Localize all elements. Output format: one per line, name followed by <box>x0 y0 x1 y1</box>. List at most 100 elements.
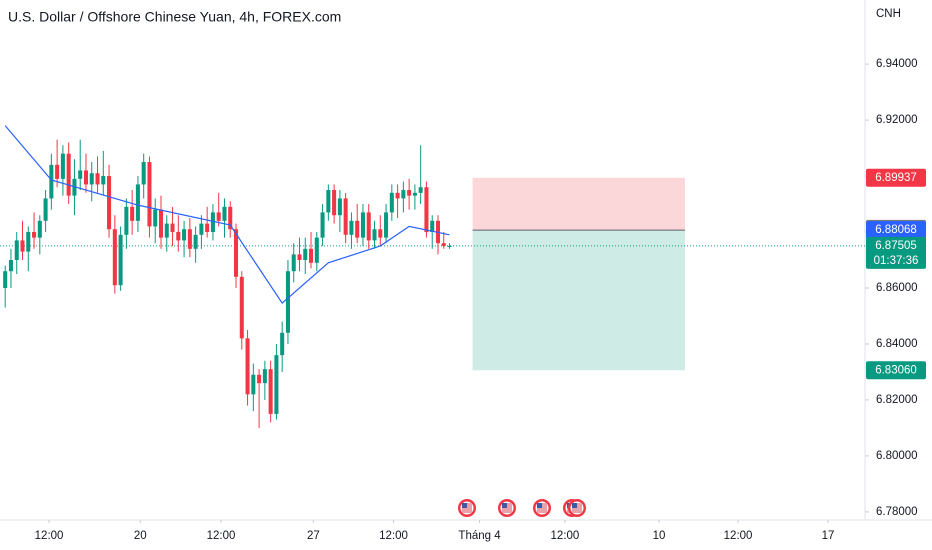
candle-body <box>135 184 140 221</box>
candle-body <box>384 212 389 238</box>
candle-body <box>118 234 123 286</box>
plot: 6.78000 6.80000 6.82000 6.84000 6.86000 6.880… <box>0 58 926 542</box>
price-tag-label: 6.87505 <box>875 240 917 252</box>
candle-body <box>268 369 273 414</box>
candle-body <box>43 198 48 221</box>
countdown: 01:37:36 <box>874 255 919 267</box>
x-tick-label: 12:00 <box>379 530 408 542</box>
candle-body <box>303 248 308 260</box>
candle-body <box>257 374 262 384</box>
candle-body <box>49 164 54 199</box>
candle-body <box>8 260 13 272</box>
candle-body <box>401 190 406 199</box>
candle-body <box>280 332 285 356</box>
candle-body <box>112 229 117 286</box>
candle-body <box>366 212 371 241</box>
x-tick-label: 27 <box>307 530 320 542</box>
candle-body <box>320 212 325 238</box>
candle-body <box>55 164 60 179</box>
candle-body <box>14 240 19 260</box>
x-tick-label: Tháng 4 <box>458 530 501 542</box>
candle-body <box>32 232 37 238</box>
price-tag <box>866 361 926 380</box>
price-tag <box>866 221 926 240</box>
candle-body <box>291 254 296 272</box>
candle-body <box>66 153 71 196</box>
x-tick-label: 20 <box>134 530 147 542</box>
y-tick-label: 6.94000 <box>876 58 918 70</box>
candle-body <box>424 187 429 233</box>
x-tick-label: 17 <box>822 530 835 542</box>
candle-body <box>199 223 204 235</box>
stop-zone <box>472 177 685 231</box>
candle-body <box>170 223 175 233</box>
candle-body <box>107 176 112 230</box>
event-icons[interactable] <box>458 499 586 517</box>
x-tick-label: 12:00 <box>207 530 236 542</box>
candle-body <box>26 232 31 252</box>
y-tick-label: 6.84000 <box>876 338 918 350</box>
x-tick-label: 10 <box>653 530 666 542</box>
moving-average <box>4 125 450 305</box>
x-tick-label: 12:00 <box>551 530 580 542</box>
candle-body <box>430 220 435 233</box>
candle-body <box>337 198 342 216</box>
candle-body <box>233 229 239 277</box>
chart-title: U.S. Dollar / Offshore Chinese Yuan, 4h,… <box>8 9 341 25</box>
candle-body <box>297 254 302 260</box>
candle-body <box>130 206 135 221</box>
candle-body <box>228 206 233 230</box>
candle-body <box>274 355 279 414</box>
candle-body <box>205 223 210 233</box>
candle-body <box>407 190 412 196</box>
candle-body <box>158 209 164 238</box>
price-tag-label: 6.89937 <box>875 172 917 184</box>
candle-body <box>309 248 314 263</box>
candle-body <box>343 198 348 235</box>
candle-body <box>124 206 129 235</box>
candle-body <box>239 276 244 339</box>
price-tag <box>866 168 926 187</box>
candle-body <box>355 220 360 238</box>
candle-body <box>360 212 365 238</box>
candle-body <box>245 338 250 395</box>
candle-body <box>314 237 319 263</box>
x-tick-label: 12:00 <box>35 530 64 542</box>
candle-body <box>412 192 417 196</box>
price-unit: CNH <box>876 8 901 20</box>
candle-body <box>37 220 42 238</box>
candle-body <box>216 212 221 221</box>
candle-body <box>395 192 400 199</box>
price-tag-label: 6.88068 <box>875 224 917 236</box>
x-tick-label: 12:00 <box>724 530 753 542</box>
candle-body <box>193 234 198 249</box>
candle-body <box>83 170 89 185</box>
price-tag-label: 6.83060 <box>875 364 917 376</box>
candle-body <box>187 229 192 249</box>
y-tick-label: 6.92000 <box>876 114 918 126</box>
candle-body <box>251 374 256 395</box>
candle-body <box>60 153 65 179</box>
candle-body <box>78 170 83 179</box>
candle-body <box>176 232 181 241</box>
candle-body <box>89 173 94 185</box>
candle-body <box>20 240 25 252</box>
candle-body <box>222 206 227 221</box>
candle-body <box>182 229 187 241</box>
candle-body <box>147 162 152 227</box>
candle-body <box>447 246 452 248</box>
candle-body <box>389 192 394 213</box>
y-tick-label: 6.82000 <box>876 394 918 406</box>
price-tag <box>866 236 926 269</box>
candle-body <box>378 229 383 238</box>
y-tick-label: 6.86000 <box>876 282 918 294</box>
candle-body <box>141 162 146 185</box>
candle-body <box>418 187 423 193</box>
y-tick-label: 6.80000 <box>876 450 918 462</box>
candle-body <box>210 212 215 233</box>
candle-body <box>262 369 267 384</box>
candle-body <box>164 223 169 238</box>
